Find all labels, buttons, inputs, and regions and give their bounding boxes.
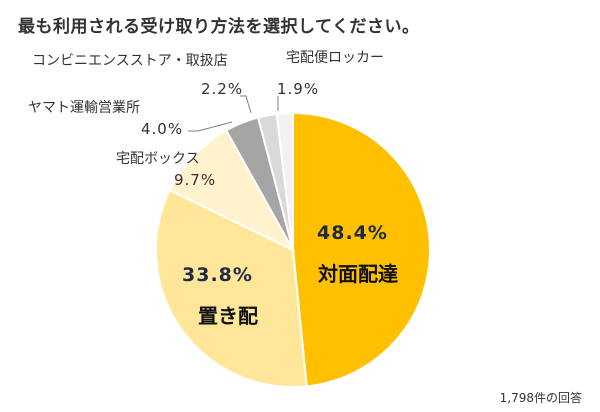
label-convenience-store: コンビニエンスストア・取扱店 [32,53,228,69]
label-okihai: 置き配 [198,304,258,328]
pie-slice [292,111,431,388]
leader-line [240,95,252,114]
pie-slice [168,129,296,253]
pct-delivery-box: 9.7% [174,171,217,189]
pct-yamato-office: 4.0% [141,120,184,138]
pct-convenience-store: 2.2% [201,80,244,98]
label-face-to-face: 対面配達 [318,262,398,286]
pct-okihai: 33.8% [182,264,253,286]
pct-face-to-face: 48.4% [317,222,388,244]
label-delivery-locker: 宅配便ロッカー [286,50,384,66]
leader-line [188,121,233,132]
response-count: 1,798件の回答 [499,391,582,405]
label-delivery-box: 宅配ボックス [116,151,200,167]
pct-delivery-locker: 1.9% [277,80,320,98]
label-yamato-office: ヤマト運輸営業所 [28,100,140,116]
chart-title: 最も利用される受け取り方法を選択してください。 [18,17,420,37]
pie-slice [275,111,294,251]
